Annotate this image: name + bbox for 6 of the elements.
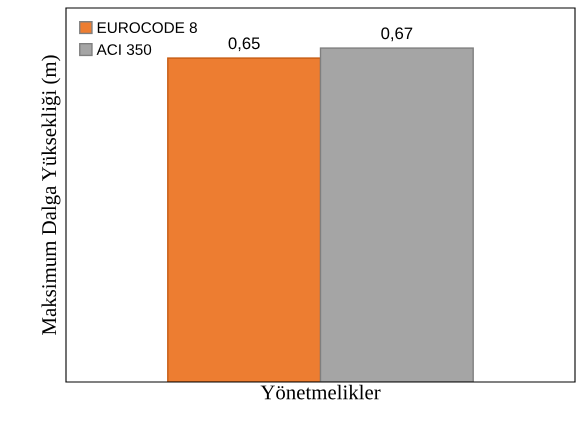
legend-label: ACI 350 [96,44,152,56]
data-label: 0,65 [228,37,260,52]
y-axis-title: Maksimum Dalga Yüksekliği (m) [41,55,60,335]
x-axis-title: Yönetmelikler [260,384,380,400]
data-label: 0,67 [381,27,412,42]
legend-label: EUROCODE 8 [98,22,197,34]
